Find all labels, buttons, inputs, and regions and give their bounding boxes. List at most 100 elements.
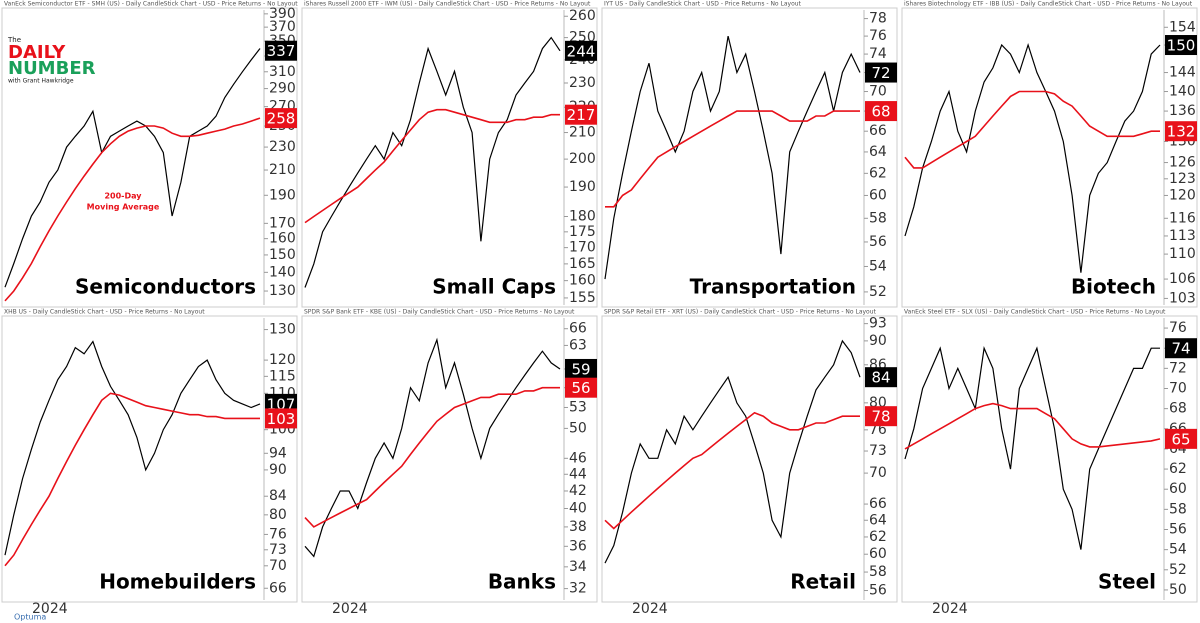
logo-tagline: with Grant Hawkridge (8, 78, 74, 85)
panel-title: Steel (1098, 570, 1156, 594)
panel-title: Transportation (690, 275, 856, 299)
y-tick-label: 32 (569, 581, 587, 597)
price-badge (1165, 121, 1197, 142)
panel-title: Homebuilders (99, 570, 256, 594)
price-line (604, 35, 861, 280)
y-tick-label: 290 (269, 81, 296, 97)
price-line (4, 48, 261, 288)
panel-frame (301, 7, 598, 308)
y-tick-label: 70 (869, 465, 887, 481)
y-tick-label: 110 (1169, 246, 1196, 262)
badge-label: 244 (567, 42, 596, 60)
price-line (304, 36, 561, 288)
panel-title: Small Caps (432, 275, 556, 299)
y-tick-label: 106 (1169, 271, 1196, 287)
badge-label: 68 (871, 103, 890, 121)
logo: The DAILY NUMBER with Grant Hawkridge (7, 36, 96, 85)
badge-label: 72 (871, 64, 890, 82)
moving-average-line (604, 411, 860, 530)
panel-frame (601, 315, 898, 603)
y-tick-label: 70 (269, 558, 287, 574)
y-tick-label: 62 (869, 165, 887, 181)
y-tick-label: 150 (269, 247, 296, 263)
y-tick-label: 126 (1169, 155, 1196, 171)
y-tick-label: 44 (569, 466, 587, 482)
badge-label: 78 (871, 408, 890, 426)
moving-average-line (304, 386, 560, 528)
price-badge (865, 101, 897, 122)
y-tick-label: 160 (569, 273, 596, 289)
panel-header: VanEck Semiconductor ETF - SMH (US) - Da… (4, 1, 298, 8)
price-badge (565, 377, 597, 398)
y-tick-label: 50 (569, 420, 587, 436)
y-tick-label: 103 (1169, 290, 1196, 306)
price-badge (1165, 35, 1197, 56)
panel-header: SPDR S&P Retail ETF - XRT (US) - Daily C… (604, 309, 877, 316)
y-tick-label: 90 (869, 333, 887, 349)
y-tick-label: 116 (1169, 210, 1196, 226)
panel: SPDR S&P Retail ETF - XRT (US) - Daily C… (601, 309, 898, 617)
y-tick-label: 130 (269, 283, 296, 299)
panel: iShares Russell 2000 ETF - IWM (US) - Da… (301, 1, 598, 308)
y-tick-label: 36 (569, 538, 587, 554)
panel-title: Biotech (1071, 275, 1156, 299)
y-tick-label: 56 (869, 583, 887, 599)
badge-label: 258 (267, 110, 296, 128)
y-tick-label: 260 (569, 8, 596, 24)
y-tick-label: 54 (1169, 542, 1187, 558)
y-tick-label: 63 (569, 337, 587, 353)
y-tick-label: 73 (869, 443, 887, 459)
y-tick-label: 66 (869, 496, 887, 512)
price-badge (265, 40, 297, 61)
panel-frame (1, 7, 298, 308)
annotation: 200-Day (104, 192, 142, 201)
x-axis-label: 2024 (332, 601, 368, 617)
badge-label: 337 (267, 42, 296, 60)
y-tick-label: 210 (569, 125, 596, 141)
y-tick-label: 74 (869, 46, 887, 62)
y-tick-label: 68 (1169, 401, 1187, 417)
price-badge (265, 108, 297, 129)
annotation: Moving Average (87, 203, 160, 212)
y-tick-label: 58 (869, 564, 887, 580)
price-badge (865, 62, 897, 83)
y-tick-label: 60 (869, 187, 887, 203)
moving-average-line (904, 90, 1160, 169)
y-tick-label: 140 (269, 264, 296, 280)
y-tick-label: 64 (869, 512, 887, 528)
x-axis-label: 2024 (632, 601, 668, 617)
y-tick-label: 60 (869, 546, 887, 562)
panel-frame (301, 315, 598, 603)
moving-average-line (4, 392, 260, 567)
y-tick-label: 94 (269, 445, 287, 461)
badge-label: 59 (571, 360, 590, 378)
y-tick-label: 390 (269, 6, 296, 22)
y-tick-label: 78 (869, 11, 887, 27)
y-tick-label: 144 (1169, 65, 1196, 81)
y-tick-label: 66 (269, 580, 287, 596)
y-tick-label: 165 (569, 256, 596, 272)
badge-label: 150 (1167, 37, 1196, 55)
panel: SPDR S&P Bank ETF - KBE (US) - Daily Can… (301, 309, 598, 617)
y-tick-label: 200 (569, 151, 596, 167)
price-line (904, 43, 1161, 273)
y-tick-label: 34 (569, 559, 587, 575)
y-tick-label: 84 (269, 488, 287, 504)
y-tick-label: 210 (269, 162, 296, 178)
y-tick-label: 115 (269, 368, 296, 384)
y-tick-label: 66 (569, 321, 587, 337)
panel-title: Retail (790, 570, 856, 594)
panel-header: VanEck Steel ETF - SLX (US) - Daily Cand… (904, 309, 1166, 316)
y-tick-label: 76 (869, 28, 887, 44)
moving-average-line (4, 117, 261, 302)
y-tick-label: 90 (269, 462, 287, 478)
y-tick-label: 120 (1169, 187, 1196, 203)
panel: VanEck Semiconductor ETF - SMH (US) - Da… (1, 1, 298, 308)
y-tick-label: 170 (569, 240, 596, 256)
price-badge (565, 358, 597, 379)
y-tick-label: 76 (269, 526, 287, 542)
y-tick-label: 54 (869, 258, 887, 274)
y-tick-label: 136 (1169, 103, 1196, 119)
x-axis-label: 2024 (932, 601, 968, 617)
